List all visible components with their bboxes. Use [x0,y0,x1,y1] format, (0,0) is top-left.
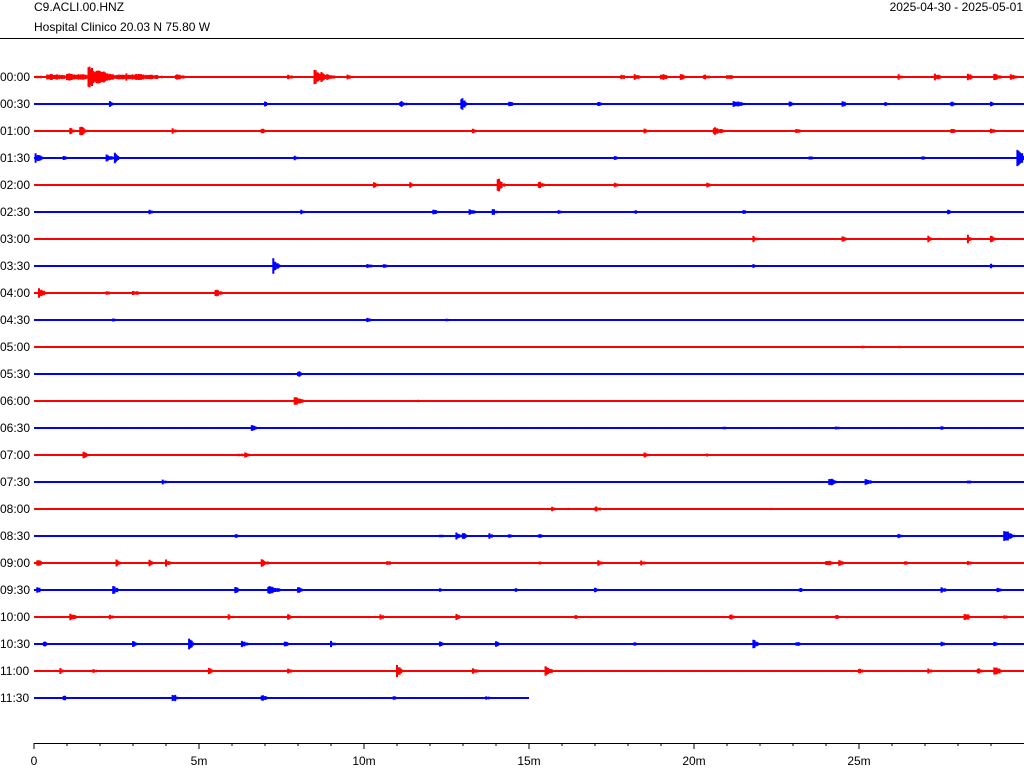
row-time-label: 03:30 [0,259,30,273]
x-axis: 0 5m 10m 15m 20m 25m [31,743,992,768]
trace-line [34,664,1024,678]
row-time-label: 02:00 [0,178,30,192]
trace-group: 00:00 00:30 01:00 01:30 02:00 02:30 03:00 03:30… [0,66,1024,705]
row-time-label: 06:30 [0,421,30,435]
trace-line [34,638,1024,650]
row-time-label: 02:30 [0,205,30,219]
x-tick-label: 15m [517,754,540,768]
trace-line [34,397,1024,405]
row-time-label: 09:30 [0,583,30,597]
trace-line [34,149,1024,167]
row-time-label: 03:00 [0,232,30,246]
trace-line [34,317,1024,323]
row-time-label: 08:00 [0,502,30,516]
x-tick-label: 5m [191,754,208,768]
trace-line [34,586,1024,594]
trace-line [34,126,1024,136]
row-time-label: 10:30 [0,637,30,651]
row-time-label: 00:30 [0,97,30,111]
trace-line [34,66,1024,88]
row-time-label: 04:00 [0,286,30,300]
x-tick-label: 0 [31,754,38,768]
trace-line [34,451,1024,459]
trace-line [34,506,1024,512]
station-code: C9.ACLI.00.HNZ [34,0,124,14]
trace-line [34,345,1024,349]
date-range: 2025-04-30 - 2025-05-01 [890,0,1024,14]
trace-line [34,559,1024,567]
x-tick-label: 10m [352,754,375,768]
trace-line [34,98,1024,110]
row-time-label: 06:00 [0,394,30,408]
trace-line [34,288,1024,298]
row-time-label: 08:30 [0,529,30,543]
row-time-label: 05:00 [0,340,30,354]
trace-line [34,478,1024,486]
row-time-label: 05:30 [0,367,30,381]
row-time-label: 07:00 [0,448,30,462]
row-time-label: 11:30 [0,691,29,705]
trace-line [34,209,1024,215]
trace-line [34,694,529,702]
row-time-label: 04:30 [0,313,30,327]
trace-line [34,258,1024,274]
row-time-label: 01:30 [0,151,30,165]
row-time-label: 00:00 [0,70,30,84]
row-time-label: 07:30 [0,475,30,489]
trace-line [34,234,1024,244]
trace-line [34,425,1024,431]
x-tick-label: 20m [682,754,705,768]
trace-line [34,178,1024,192]
row-time-label: 01:00 [0,124,30,138]
row-time-label: 09:00 [0,556,30,570]
x-tick-label: 25m [847,754,870,768]
trace-line [34,371,1024,377]
trace-line [34,531,1024,541]
row-time-label: 11:00 [0,664,29,678]
station-location: Hospital Clinico 20.03 N 75.80 W [34,20,211,34]
trace-line [34,613,1024,621]
row-time-label: 10:00 [0,610,30,624]
